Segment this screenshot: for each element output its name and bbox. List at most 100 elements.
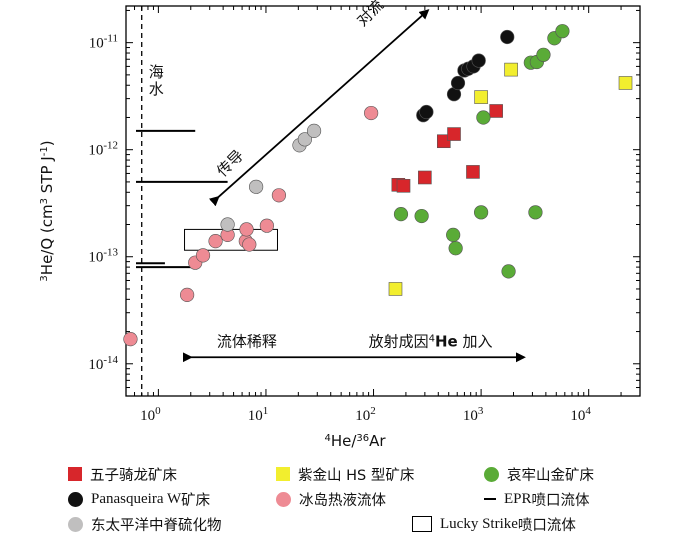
data-point-circle [271, 188, 287, 203]
x-tick-base: 10 [463, 408, 478, 424]
data-point-square [618, 76, 633, 90]
data-point-circle [471, 53, 486, 68]
data-point-square [447, 127, 461, 141]
data-point-circle [528, 205, 543, 220]
data-point-circle [393, 207, 409, 222]
legend-label: 哀牢山金矿床 [507, 467, 594, 484]
data-point-circle [208, 233, 223, 249]
legend-label: 五子骑龙矿床 [90, 467, 177, 484]
legend: 五子骑龙矿床 紫金山 HS 型矿床 哀牢山金矿床 Panasqueira W 矿床… [68, 462, 668, 542]
xlabel-part2: He/ [331, 432, 358, 450]
x-tick-base: 10 [570, 408, 585, 424]
legend-label: 东太平洋中脊硫化物 [91, 517, 222, 534]
radiogenic-sup: 4 [429, 333, 435, 344]
data-point-circle [220, 217, 235, 232]
plot-frame [125, 5, 641, 397]
data-point-square [466, 165, 480, 179]
xlabel-part4: Ar [369, 432, 386, 450]
open-box-icon [412, 516, 432, 532]
yellow-square-icon [276, 467, 290, 481]
data-point-circle [123, 332, 138, 347]
x-tick-base: 10 [140, 408, 155, 424]
y-tick-base: 10 [88, 250, 103, 266]
x-tick-base: 10 [248, 408, 263, 424]
x-tick-exp: 3 [478, 405, 484, 417]
legend-label-latin: Lucky Strike [440, 515, 518, 532]
data-point-square [436, 134, 451, 149]
legend-label: 紫金山 HS 型矿床 [298, 467, 415, 484]
axis-ticks [125, 6, 641, 397]
x-tick-exp: 0 [155, 405, 161, 417]
convection-label: 对流 [353, 0, 387, 30]
seawater-label: 海水 [147, 64, 165, 98]
data-point-circle [259, 218, 274, 233]
black-circle-icon [68, 491, 83, 507]
plot-border [125, 5, 641, 397]
ylabel-part2: He/Q (cm [38, 204, 56, 275]
x-tick-label: 103 [463, 405, 484, 424]
data-point-square [474, 90, 488, 104]
x-tick-exp: 2 [370, 405, 376, 417]
data-point-square [388, 282, 403, 296]
data-point-square [396, 178, 411, 193]
data-point-circle [306, 123, 322, 138]
green-circle-icon [484, 466, 499, 482]
xlabel-sup2: 36 [356, 433, 369, 444]
ylabel-part4: STP J [38, 156, 56, 198]
data-point-circle [500, 29, 515, 45]
data-point-circle [419, 104, 434, 120]
legend-label-cjk: 矿床 [181, 492, 211, 509]
y-tick-exp: -13 [103, 247, 118, 259]
data-point-circle [536, 47, 551, 62]
y-tick-base: 10 [88, 357, 103, 373]
gray-circle-icon [68, 516, 83, 532]
radiogenic-suffix: 加入 [458, 333, 493, 351]
data-point-circle [195, 248, 211, 263]
data-points [123, 24, 633, 347]
y-axis-title: 3He/Q (cm3 STP J-1) [38, 140, 56, 281]
y-tick-exp: -11 [104, 33, 118, 45]
y-tick-exp: -14 [103, 354, 118, 366]
data-point-circle [448, 241, 463, 256]
ylabel-part6: ) [38, 140, 56, 146]
legend-label-latin: EPR [504, 490, 532, 507]
legend-label-latin: Panasqueira W [91, 490, 182, 507]
data-point-circle [555, 24, 570, 39]
convection-conduction-arrow [208, 9, 430, 207]
y-tick-label: 10-12 [88, 140, 118, 159]
legend-item-zijinshan: 紫金山 HS 型矿床 [276, 462, 414, 486]
x-tick-label: 100 [140, 405, 161, 424]
legend-item-epr-sulfide: 东太平洋中脊硫化物 [68, 512, 222, 536]
pink-circle-icon [276, 491, 291, 507]
data-point-circle [414, 208, 429, 224]
dash-icon [484, 498, 496, 500]
legend-item-panasqueira: Panasqueira W 矿床 [68, 487, 210, 511]
y-tick-label: 10-11 [89, 33, 118, 52]
legend-label: 冰岛热液流体 [299, 492, 386, 509]
legend-item-iceland: 冰岛热液流体 [276, 487, 386, 511]
y-tick-exp: -12 [103, 140, 118, 152]
ylabel-sup1: 3 [39, 275, 50, 281]
data-point-circle [501, 264, 516, 279]
dilution-label: 流体稀释 [217, 333, 277, 351]
radiogenic-label: 放射成因4He 加入 [369, 333, 493, 351]
legend-item-lucky-strike: Lucky Strike 喷口流体 [412, 512, 576, 536]
data-point-circle [297, 132, 312, 147]
data-point-square [504, 62, 518, 77]
data-point-circle [450, 75, 466, 91]
y-tick-label: 10-13 [88, 247, 118, 266]
legend-item-wuziqilong: 五子骑龙矿床 [68, 462, 177, 486]
legend-label-cjk: 喷口流体 [517, 517, 576, 534]
data-point-square [489, 104, 503, 118]
x-tick-base: 10 [355, 408, 370, 424]
legend-label-cjk: 喷口流体 [531, 492, 590, 509]
radiogenic-he: He [435, 333, 458, 351]
data-point-circle [474, 205, 489, 220]
data-point-circle [476, 110, 491, 125]
y-tick-base: 10 [89, 36, 104, 52]
y-tick-base: 10 [88, 143, 103, 159]
data-point-circle [446, 227, 461, 242]
data-point-circle [364, 105, 379, 121]
radiogenic-prefix: 放射成因 [369, 333, 429, 351]
data-point-circle [239, 222, 254, 237]
